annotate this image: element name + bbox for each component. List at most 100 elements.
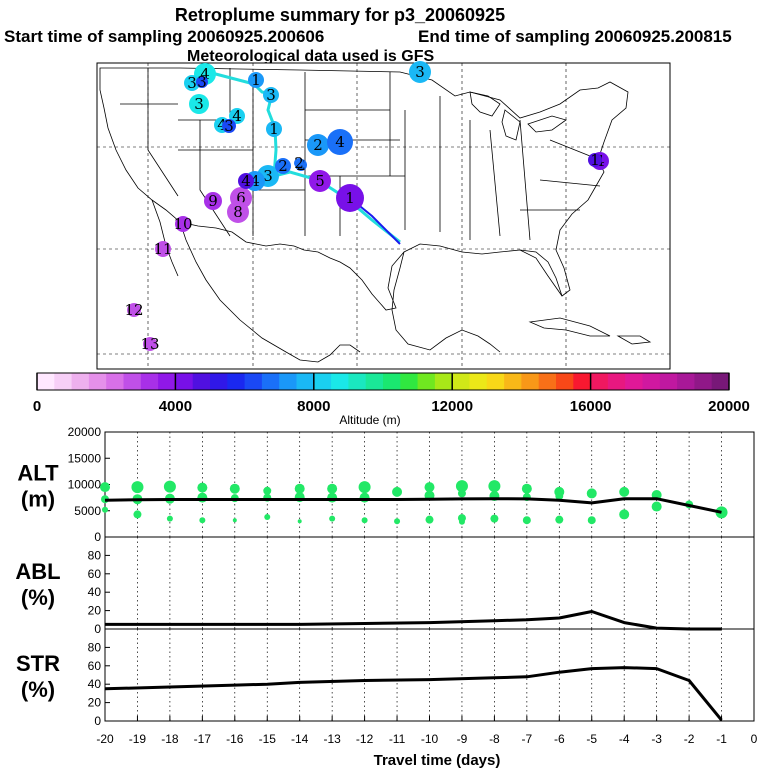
map-point — [248, 72, 264, 88]
map-point-label: 3 — [197, 73, 207, 91]
map-point-label: 9 — [208, 192, 218, 210]
altitude-scatter-point — [264, 514, 271, 521]
altitude-scatter-point — [488, 480, 501, 493]
map-point-label: 5 — [315, 172, 325, 190]
colorbar-swatch — [175, 373, 194, 390]
y-tick-label: 40 — [88, 677, 102, 691]
colorbar-swatch — [521, 373, 540, 390]
colorbar-swatch — [158, 373, 176, 390]
map-point-label: 10 — [173, 215, 192, 233]
altitude-scatter-point — [425, 515, 434, 524]
y-tick-label: 5000 — [74, 504, 101, 518]
altitude-scatter-point — [424, 482, 435, 493]
colorbar-swatch — [556, 373, 574, 390]
colorbar-swatch — [711, 373, 730, 390]
x-tick-label: -17 — [194, 732, 212, 746]
map-point — [294, 158, 304, 168]
met-data-label: Meteorological data used is GFS — [187, 48, 434, 65]
colorbar-swatch — [434, 373, 453, 390]
map-point-label: 3 — [194, 95, 204, 113]
map-point — [275, 158, 291, 174]
map-point-label: 3 — [266, 86, 276, 104]
map-point-label: 1 — [345, 189, 355, 207]
altitude-scatter-point — [163, 480, 176, 493]
trajectory-map: 1234568910111213134334413424233241 — [96, 61, 671, 370]
us-outline — [99, 67, 629, 311]
x-axis-title: Travel time (days) — [374, 752, 501, 768]
colorbar-swatch — [192, 373, 211, 390]
map-point-label: 13 — [140, 335, 159, 353]
x-tick-label: 0 — [751, 732, 758, 746]
colorbar-swatch — [538, 373, 557, 390]
colorbar-swatch — [383, 373, 401, 390]
altitude-scatter-point — [133, 510, 142, 519]
map-point — [588, 153, 602, 167]
map-point-label: 8 — [233, 203, 243, 221]
colorbar-swatch — [313, 373, 332, 390]
map-point — [263, 87, 279, 103]
colorbar-swatch — [573, 373, 592, 390]
panel-unit-abl: (%) — [21, 585, 55, 610]
map-point — [227, 201, 249, 223]
altitude-scatter-point — [457, 489, 466, 498]
cuba — [528, 317, 652, 345]
colorbar-tick-label: 12000 — [431, 398, 473, 415]
colorbar-swatch — [694, 373, 713, 390]
altitude-scatter-point — [232, 518, 237, 523]
colorbar-swatch — [140, 373, 159, 390]
colorbar-swatch — [365, 373, 384, 390]
colorbar-swatch — [417, 373, 436, 390]
colorbar-swatch — [400, 373, 419, 390]
y-tick-label: 0 — [94, 714, 101, 728]
y-tick-label: 60 — [88, 659, 102, 673]
x-tick-label: -4 — [619, 732, 630, 746]
altitude-scatter-point — [555, 492, 564, 501]
altitude-scatter-point — [394, 518, 401, 525]
map-point — [127, 303, 141, 317]
altitude-scatter-point — [555, 515, 564, 524]
colorbar-swatch — [486, 373, 505, 390]
x-tick-label: -8 — [489, 732, 500, 746]
y-tick-label: 80 — [88, 640, 102, 654]
map-point-label: 3 — [187, 74, 197, 92]
panel-unit-alt: (m) — [21, 487, 55, 512]
panel-label-str: STR — [16, 651, 60, 676]
y-tick-label: 20 — [88, 604, 102, 618]
altitude-scatter-point — [521, 483, 532, 494]
map-point-label: 1 — [251, 71, 261, 89]
colorbar-swatch — [210, 373, 228, 390]
colorbar-swatch — [296, 373, 315, 390]
map-trajectory-points: 1234568910111213134334413424233241 — [124, 61, 609, 353]
map-point — [189, 94, 209, 114]
map-point-label: 4 — [232, 107, 242, 125]
x-tick-label: -1 — [716, 732, 727, 746]
colorbar-swatch — [227, 373, 246, 390]
altitude-scatter-point — [392, 486, 403, 497]
x-tick-label: -16 — [226, 732, 244, 746]
colorbar-tick-label: 8000 — [297, 398, 330, 415]
altitude-scatter-point — [651, 501, 662, 512]
altitude-colorbar: 0 4000 8000 12000 16000 20000 Altitude (m) — [33, 372, 750, 427]
map-point — [238, 173, 254, 189]
altitude-scatter-point — [619, 509, 630, 520]
colorbar-swatch — [625, 373, 643, 390]
altitude-scatter-point — [619, 486, 630, 497]
y-tick-label: 10000 — [68, 478, 102, 492]
altitude-scatter-point — [229, 483, 240, 494]
y-tick-label: 0 — [94, 622, 101, 636]
map-point — [307, 134, 329, 156]
map-point-label: 4 — [250, 172, 260, 190]
x-tick-label: -12 — [356, 732, 374, 746]
map-point-label: 1 — [590, 151, 600, 169]
y-tick-label: 60 — [88, 567, 102, 581]
colorbar-swatch — [677, 373, 695, 390]
map-point-label: 2 — [278, 157, 288, 175]
colorbar-tick-label: 16000 — [570, 398, 612, 415]
florida — [519, 249, 563, 297]
colorbar-label: Altitude (m) — [339, 413, 400, 427]
colorbar-tick-label: 0 — [33, 398, 41, 415]
altitude-scatter-point — [587, 516, 596, 525]
altitude-scatter-point — [490, 514, 499, 523]
x-tick-label: -15 — [259, 732, 277, 746]
altitude-scatter-point — [197, 492, 208, 503]
